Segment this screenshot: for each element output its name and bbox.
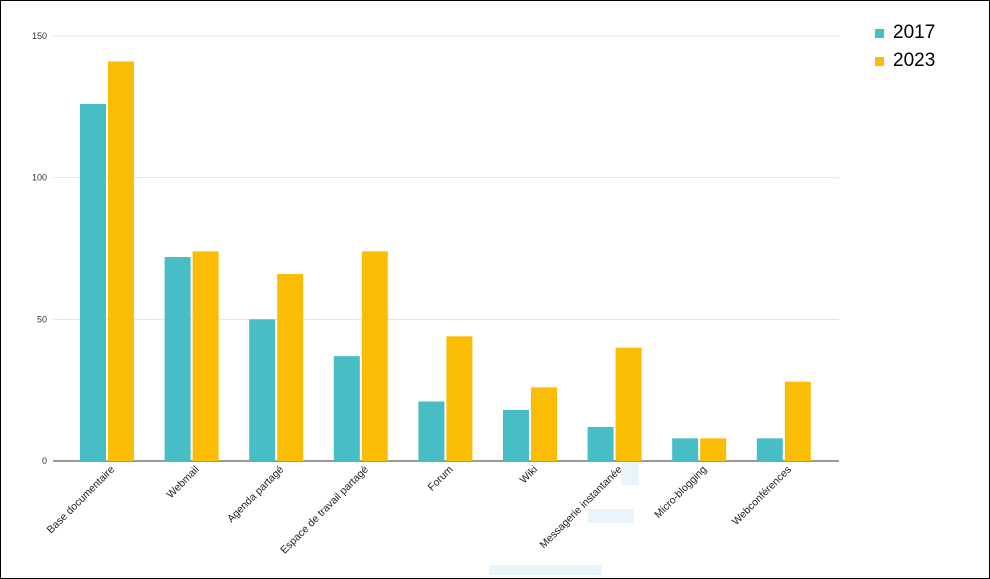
y-tick-label: 50 (37, 314, 47, 324)
bar-2017-5 (503, 410, 529, 461)
x-tick-label: Agenda partagé (225, 464, 286, 525)
bar-2017-3 (333, 356, 360, 461)
bar-2017-2 (249, 319, 276, 461)
x-tick-label: Forum (426, 463, 456, 493)
bar-2023-3 (361, 251, 388, 461)
x-tick-label: Messagerie instantanée (537, 464, 624, 551)
bar-2023-5 (531, 387, 557, 461)
x-tick-label: Espace de travail partagé (278, 464, 371, 557)
bar-2023-6 (615, 347, 642, 461)
highlight-artifact (489, 565, 602, 575)
bar-2023-2 (277, 274, 304, 461)
x-tick-label: Micro-blogging (652, 464, 709, 521)
bar-2017-8 (756, 438, 783, 461)
bar-2023-8 (784, 381, 811, 461)
x-tick-label: Wiki (518, 464, 541, 487)
y-tick-label: 100 (32, 173, 47, 183)
bar-2023-4 (446, 336, 473, 461)
x-tick-label: Webmail (164, 464, 201, 501)
legend-item-2017: 2017 (875, 19, 935, 47)
legend-swatch-2023 (875, 56, 884, 66)
bar-2017-1 (164, 257, 191, 461)
bar-2017-7 (672, 438, 699, 461)
x-tick-label: Webconférences (730, 464, 794, 528)
highlight-artifact (588, 509, 634, 523)
highlight-artifact (621, 463, 639, 485)
legend: 2017 2023 (875, 19, 935, 75)
bar-2017-0 (80, 104, 106, 461)
legend-label-2017: 2017 (893, 22, 936, 43)
bar-2023-1 (192, 251, 219, 461)
y-tick-label: 150 (32, 31, 47, 41)
x-tick-label: Base documentaire (45, 464, 118, 537)
bar-2017-4 (418, 401, 445, 461)
bar-2023-7 (700, 438, 727, 461)
bar-2017-6 (587, 427, 614, 461)
bar-2023-0 (108, 61, 134, 461)
legend-label-2023: 2023 (893, 50, 936, 71)
y-tick-label: 0 (42, 456, 47, 466)
legend-swatch-2017 (875, 28, 884, 38)
legend-item-2023: 2023 (875, 47, 935, 75)
